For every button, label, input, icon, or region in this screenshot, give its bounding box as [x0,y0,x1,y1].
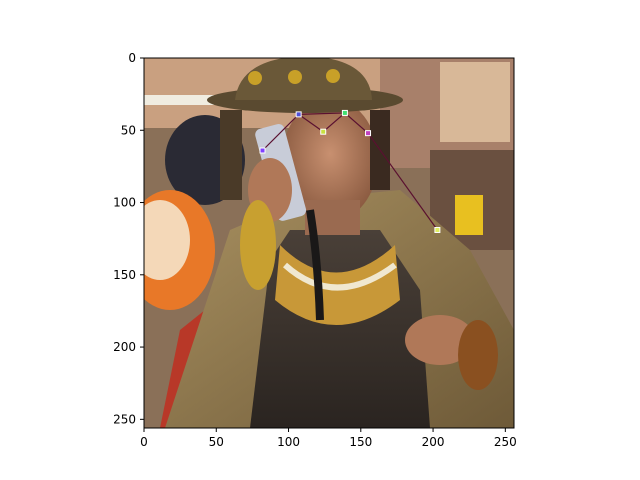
x-tick-label: 250 [494,435,517,449]
y-tick-label: 250 [113,412,136,426]
y-tick-label: 200 [113,340,136,354]
keypoint-marker [365,130,372,137]
keypoint-marker [341,109,348,116]
y-axis: 0 50 100 150 200 250 [113,51,144,426]
skeleton-layer [262,112,438,231]
photo-image [144,58,514,428]
keypoint-marker [295,111,302,118]
x-tick-label: 150 [349,435,372,449]
axes-frame [143,57,515,429]
skeleton-edge [322,112,346,133]
skeleton-edge [344,112,369,134]
x-tick-label: 50 [209,435,224,449]
keypoint-marker [259,147,266,154]
y-tick-label: 150 [113,268,136,282]
keypoint-layer [259,109,441,233]
skeleton-edge [298,113,324,133]
keypoint-marker [320,128,327,135]
skeleton-edge [367,132,438,231]
x-tick-label: 0 [140,435,148,449]
x-tick-label: 200 [422,435,445,449]
y-tick-label: 50 [121,123,136,137]
skeleton-edge [298,112,345,115]
x-tick-label: 100 [277,435,300,449]
y-tick-label: 100 [113,196,136,210]
y-tick-label: 0 [128,51,136,65]
x-axis: 0 50 100 150 200 250 [140,428,517,449]
keypoint-marker [434,226,441,233]
skeleton-edge [262,113,300,151]
